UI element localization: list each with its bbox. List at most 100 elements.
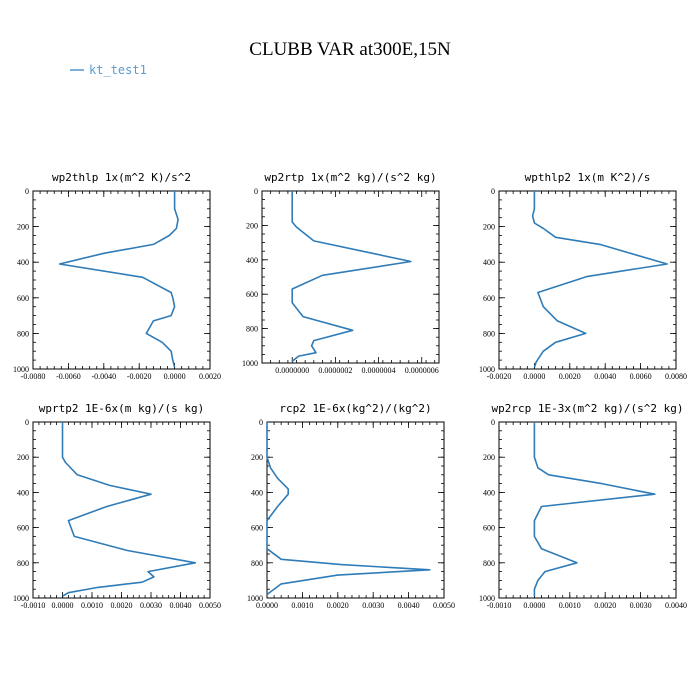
x-tick-label: 0.0060 xyxy=(630,372,652,381)
plot-frame xyxy=(32,190,211,370)
y-tick-label: 600 xyxy=(251,524,263,533)
figure-title: CLUBB VAR at300E,15N xyxy=(249,39,451,60)
y-tick-label: 800 xyxy=(483,329,495,338)
y-tick-label: 400 xyxy=(17,258,29,267)
x-tick-label: 0.0020 xyxy=(594,601,616,610)
y-tick-label: 0 xyxy=(254,187,258,196)
y-tick-label: 600 xyxy=(483,294,495,303)
x-tick-label: 0.0000006 xyxy=(405,366,439,375)
panel-title: wpthlp2 1x(m K^2)/s xyxy=(525,171,651,184)
x-tick-label: 0.0020 xyxy=(327,601,349,610)
x-tick-label: -0.0060 xyxy=(56,372,81,381)
x-tick-label: 0.0000 xyxy=(256,601,278,610)
x-tick-label: 0.0000004 xyxy=(362,366,396,375)
plot-frame xyxy=(261,190,440,364)
plot-frame xyxy=(498,190,677,370)
x-tick-label: 0.0080 xyxy=(665,372,687,381)
x-tick-label: -0.0010 xyxy=(487,601,512,610)
x-tick-label: 0.0000 xyxy=(52,601,74,610)
y-tick-label: 400 xyxy=(17,488,29,497)
x-tick-label: 0.0000 xyxy=(523,372,545,381)
panel-title: wp2rcp 1E-3x(m^2 kg)/(s^2 kg) xyxy=(491,402,683,415)
y-tick-label: 0 xyxy=(491,418,495,427)
y-tick-label: 200 xyxy=(483,223,495,232)
y-tick-label: 400 xyxy=(483,258,495,267)
x-tick-label: 0.0030 xyxy=(140,601,162,610)
y-tick-label: 800 xyxy=(483,559,495,568)
y-tick-label: 200 xyxy=(251,453,263,462)
panel-title: wp2rtp 1x(m^2 kg)/(s^2 kg) xyxy=(264,171,436,184)
x-tick-label: 0.0030 xyxy=(362,601,384,610)
x-tick-label: 0.0040 xyxy=(398,601,420,610)
chart-panel-1: wp2thlp 1x(m^2 K)/s^2 -0.0080 -0.0060 -0.00… xyxy=(13,171,221,381)
x-tick-label: 0.0020 xyxy=(199,372,221,381)
x-tick-label: -0.0080 xyxy=(21,372,46,381)
y-tick-label: 600 xyxy=(483,524,495,533)
x-tick-label: 0.0000000 xyxy=(275,366,309,375)
y-tick-label: 800 xyxy=(251,559,263,568)
y-tick-label: 1000 xyxy=(479,365,495,374)
x-tick-label: 0.0050 xyxy=(433,601,455,610)
x-tick-label: 0.0050 xyxy=(199,601,221,610)
y-tick-label: 200 xyxy=(483,453,495,462)
x-tick-label: 0.0040 xyxy=(665,601,687,610)
x-tick-label: 0.0040 xyxy=(594,372,616,381)
chart-panel-4: wprtp2 1E-6x(m kg)/(s kg) -0.0010 0.0000 0.… xyxy=(13,402,221,610)
series-line-kt-test1 xyxy=(61,422,197,597)
y-tick-label: 400 xyxy=(483,488,495,497)
x-tick-label: 0.0030 xyxy=(630,601,652,610)
y-tick-label: 0 xyxy=(491,187,495,196)
y-tick-label: 200 xyxy=(17,223,29,232)
x-tick-label: -0.0020 xyxy=(487,372,512,381)
series-line-kt-test1 xyxy=(533,422,656,597)
y-tick-label: 0 xyxy=(25,418,29,427)
y-tick-label: 200 xyxy=(17,453,29,462)
x-tick-label: 0.0010 xyxy=(291,601,313,610)
chart-panel-3: wpthlp2 1x(m K^2)/s -0.0020 0.0000 0.0020 0.… xyxy=(479,171,687,381)
y-tick-label: 1000 xyxy=(13,594,29,603)
x-tick-label: 0.0000002 xyxy=(318,366,352,375)
x-tick-label: 0.0010 xyxy=(559,601,581,610)
plot-frame xyxy=(266,421,445,599)
y-tick-label: 800 xyxy=(246,325,258,334)
chart-panel-2: wp2rtp 1x(m^2 kg)/(s^2 kg) 0.0000000 0.000… xyxy=(242,171,440,375)
x-tick-label: 0.0000 xyxy=(164,372,186,381)
y-tick-label: 1000 xyxy=(479,594,495,603)
panel-title: rcp2 1E-6x(kg^2)/(kg^2) xyxy=(279,402,431,415)
x-tick-label: 0.0000 xyxy=(523,601,545,610)
x-tick-label: 0.0020 xyxy=(111,601,133,610)
series-line-kt-test1 xyxy=(291,191,412,362)
series-line-kt-test1 xyxy=(58,191,179,368)
y-tick-label: 800 xyxy=(17,559,29,568)
plot-frame xyxy=(498,421,677,599)
x-tick-label: 0.0020 xyxy=(559,372,581,381)
plot-frame xyxy=(32,421,211,599)
x-tick-label: -0.0020 xyxy=(127,372,152,381)
x-tick-label: 0.0040 xyxy=(170,601,192,610)
legend-label: kt_test1 xyxy=(89,63,147,77)
panel-title: wp2thlp 1x(m^2 K)/s^2 xyxy=(52,171,191,184)
y-tick-label: 1000 xyxy=(247,594,263,603)
series-line-kt-test1 xyxy=(266,422,431,596)
series-line-kt-test1 xyxy=(531,191,668,368)
y-tick-label: 0 xyxy=(25,187,29,196)
chart-panel-6: wp2rcp 1E-3x(m^2 kg)/(s^2 kg) -0.0010 0.00… xyxy=(479,402,687,610)
y-tick-label: 1000 xyxy=(242,359,258,368)
x-tick-label: -0.0010 xyxy=(21,601,46,610)
y-tick-label: 1000 xyxy=(13,365,29,374)
x-tick-label: -0.0040 xyxy=(91,372,116,381)
chart-panel-5: rcp2 1E-6x(kg^2)/(kg^2) 0.0000 0.0010 0.002… xyxy=(247,402,455,610)
y-tick-label: 400 xyxy=(251,488,263,497)
y-tick-label: 600 xyxy=(17,294,29,303)
x-tick-label: 0.0010 xyxy=(81,601,103,610)
y-tick-label: 0 xyxy=(259,418,263,427)
y-tick-label: 400 xyxy=(246,256,258,265)
y-tick-label: 800 xyxy=(17,329,29,338)
y-tick-label: 600 xyxy=(246,290,258,299)
legend: kt_test1 xyxy=(70,63,147,77)
panel-title: wprtp2 1E-6x(m kg)/(s kg) xyxy=(39,402,205,415)
y-tick-label: 600 xyxy=(17,524,29,533)
chart-panels: wp2thlp 1x(m^2 K)/s^2 -0.0080 -0.0060 -0.00… xyxy=(13,171,687,610)
y-tick-label: 200 xyxy=(246,221,258,230)
